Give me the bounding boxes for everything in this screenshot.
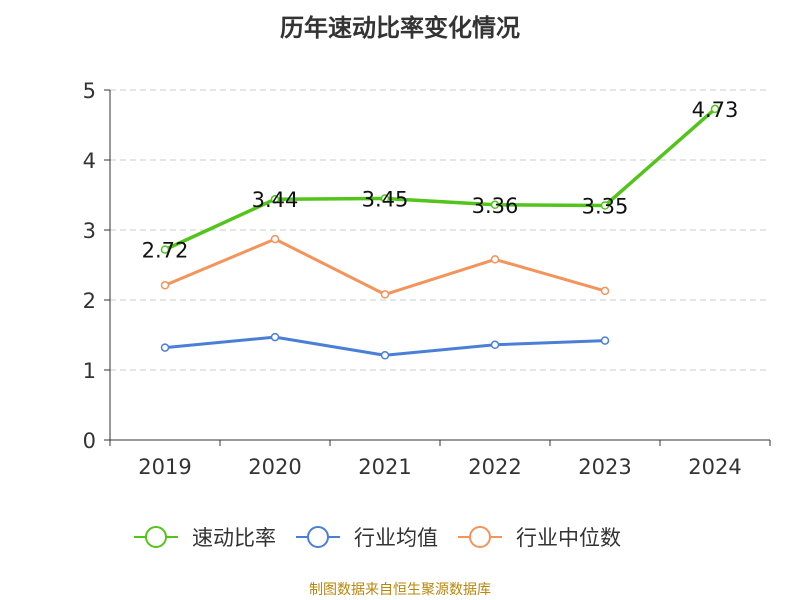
data-point — [600, 201, 610, 210]
legend-label: 行业中位数 — [516, 526, 621, 550]
data-point — [490, 340, 500, 350]
axes: 0 1 2 3 4 5 2019 2020 2021 2022 2023 2024 — [83, 79, 771, 479]
data-point — [380, 290, 390, 299]
data-point — [160, 245, 170, 254]
legend-item: 速动比率 — [134, 526, 276, 550]
data-point — [600, 286, 610, 296]
data-point — [600, 336, 610, 345]
gridlines — [110, 89, 770, 371]
data-label: 4.73 — [692, 98, 739, 122]
legend-item: 行业中位数 — [458, 526, 621, 550]
x-tick-label: 2023 — [578, 455, 631, 479]
data-point — [490, 200, 500, 210]
series-line — [164, 107, 717, 252]
data-label: 2.72 — [142, 239, 189, 263]
y-tick-label: 2 — [83, 289, 96, 313]
y-tick-label: 3 — [83, 219, 96, 243]
data-label: 3.35 — [582, 195, 629, 219]
source-note: 制图数据来自恒生聚源数据库 — [309, 582, 491, 598]
legend-marker — [469, 526, 491, 548]
data-label: 3.44 — [252, 188, 299, 212]
x-tick-label: 2020 — [248, 455, 301, 479]
y-tick-label: 1 — [83, 359, 96, 383]
data-point — [380, 194, 390, 203]
data-labels: 2.72 3.44 3.45 3.36 3.35 4.73 — [142, 98, 739, 263]
legend-label: 速动比率 — [192, 526, 276, 550]
data-point — [270, 332, 280, 342]
data-point — [490, 255, 500, 264]
data-point — [270, 234, 280, 244]
legend-marker — [307, 526, 329, 548]
data-point — [710, 104, 720, 114]
x-tick-label: 2021 — [358, 455, 411, 479]
data-point — [380, 351, 390, 360]
data-point — [160, 281, 170, 290]
x-tick-label: 2019 — [138, 455, 191, 479]
data-label: 3.45 — [362, 188, 409, 212]
chart-title: 历年速动比率变化情况 — [280, 14, 520, 42]
series-lines — [160, 104, 720, 360]
legend-marker — [145, 526, 167, 548]
legend-label: 行业均值 — [354, 526, 438, 550]
y-tick-label: 5 — [83, 79, 96, 103]
data-point — [160, 343, 170, 352]
y-tick-label: 4 — [83, 149, 96, 173]
x-tick-label: 2022 — [468, 455, 521, 479]
y-tick-label: 0 — [83, 429, 96, 453]
legend: 速动比率 行业均值 行业中位数 — [134, 526, 621, 550]
data-point — [270, 194, 280, 204]
data-label: 3.36 — [472, 194, 519, 218]
legend-item: 行业均值 — [296, 526, 438, 550]
series-line — [164, 237, 606, 296]
x-tick-label: 2024 — [688, 455, 741, 479]
